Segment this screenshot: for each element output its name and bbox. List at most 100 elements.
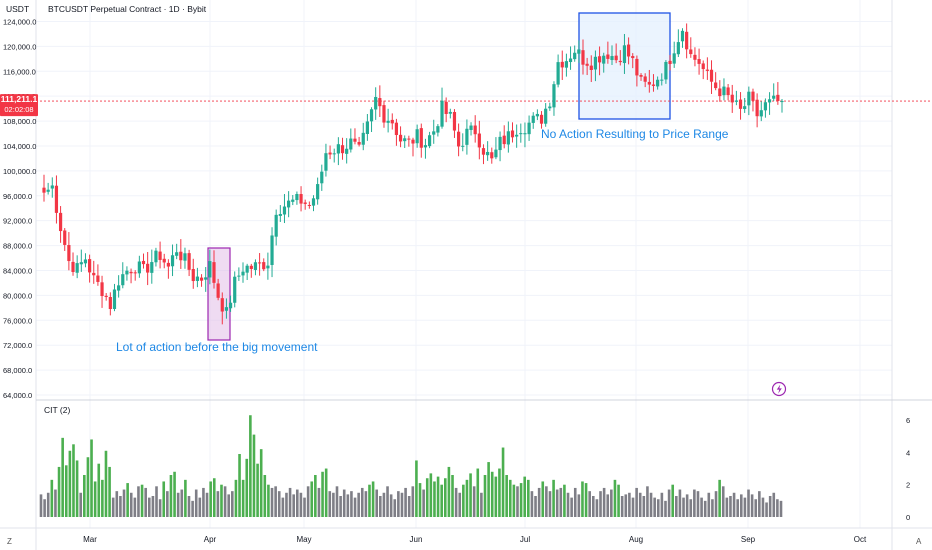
lightning-icon[interactable] — [771, 381, 787, 397]
candle-body — [726, 87, 730, 96]
candle-body — [179, 251, 183, 261]
candle-body — [593, 56, 598, 70]
candle-body — [237, 275, 241, 277]
candle-body — [353, 138, 357, 142]
cit-bar — [191, 500, 194, 517]
cit-bar — [581, 481, 584, 517]
cit-bar — [606, 494, 610, 517]
cit-bar — [90, 439, 93, 517]
price-tick-label: 92,000.0 — [3, 217, 32, 226]
cit-bar — [646, 486, 649, 517]
right-note[interactable]: No Action Resulting to Price Range — [541, 127, 729, 141]
cit-bar — [404, 487, 407, 517]
cit-bar — [638, 492, 642, 517]
candle-body — [685, 31, 689, 50]
cit-bar — [462, 484, 465, 517]
candle-body — [510, 130, 515, 138]
cit-bar — [653, 497, 656, 517]
cit-bar — [523, 476, 527, 517]
candle-body — [324, 153, 328, 171]
candle-body — [117, 285, 121, 291]
time-tick-label: May — [296, 535, 311, 544]
candle-body — [506, 131, 510, 145]
cit-bar — [443, 478, 447, 517]
cit-bar — [223, 486, 227, 517]
cit-bar — [631, 497, 635, 517]
cit-bar — [321, 471, 324, 517]
candle-body — [519, 133, 523, 135]
symbol-title[interactable]: BTCUSDT Perpetual Contract · 1D · Bybit — [48, 4, 207, 14]
candle-body — [112, 289, 117, 309]
cit-bar — [382, 492, 386, 517]
time-tick-label: Jun — [410, 535, 423, 544]
cit-bar — [537, 487, 541, 517]
price-tick-label: 124,000.0 — [3, 17, 36, 26]
cit-bar — [263, 475, 267, 517]
cit-bar — [346, 494, 350, 517]
candle-body — [320, 171, 324, 184]
cit-bar — [144, 487, 147, 517]
candle-body — [332, 153, 336, 155]
price-tick-label: 100,000.0 — [3, 167, 36, 176]
cit-bar — [555, 489, 559, 517]
cit-bar — [43, 499, 46, 517]
price-tick-label: 80,000.0 — [3, 291, 32, 300]
candle-body — [452, 111, 457, 131]
candle-body — [282, 206, 287, 215]
cit-bar — [613, 479, 617, 517]
cit-bar — [342, 489, 346, 517]
cit-bar — [693, 489, 696, 517]
candle-body — [374, 97, 378, 110]
cit-bar — [357, 492, 360, 517]
candle-body — [564, 61, 569, 68]
auto-scale-icon[interactable]: A — [916, 537, 922, 546]
cit-bar — [454, 487, 458, 517]
candle-body — [291, 199, 295, 202]
candle-body — [220, 298, 224, 312]
candle-body — [75, 263, 79, 273]
candle-body — [730, 94, 734, 103]
candle-body — [224, 307, 229, 311]
cit-bar — [559, 487, 563, 517]
candle-body — [311, 198, 316, 206]
cit-bar — [389, 494, 393, 517]
cit-bar — [335, 486, 339, 517]
candle-body — [162, 258, 166, 263]
candles — [42, 23, 784, 325]
candle-body — [689, 49, 693, 55]
candle-body — [610, 56, 614, 61]
indicator-label[interactable]: CIT (2) — [44, 405, 70, 415]
cit-bar — [440, 484, 443, 517]
candle-body — [602, 55, 606, 64]
left-note[interactable]: Lot of action before the big movement — [116, 340, 318, 354]
cit-bar — [238, 454, 241, 517]
cit-bar — [591, 496, 595, 517]
cit-bar — [386, 486, 389, 517]
cit-bar — [360, 487, 364, 517]
cit-bar — [50, 479, 54, 517]
candle-body — [365, 121, 369, 135]
timezone-icon[interactable]: Z — [7, 537, 12, 546]
candle-body — [249, 265, 253, 269]
cit-bar — [39, 494, 43, 517]
price-tick-label: 76,000.0 — [3, 316, 32, 325]
cit-bar — [552, 479, 555, 517]
cit-bar — [54, 489, 57, 517]
candle-body — [606, 54, 610, 59]
cit-bar — [602, 487, 606, 517]
cit-bar — [126, 483, 129, 517]
candle-body — [141, 260, 146, 265]
time-tick-label: Mar — [83, 535, 97, 544]
candle-body — [539, 114, 544, 124]
candle-body — [457, 131, 461, 147]
cit-bar — [231, 491, 234, 517]
cit-bar — [711, 499, 714, 517]
cit-bar — [678, 489, 682, 517]
cit-bar — [137, 486, 140, 517]
candle-body — [394, 122, 399, 136]
candle-body — [411, 139, 415, 144]
cit-bar — [599, 491, 602, 517]
price-axis-labels: 64,000.0 68,000.0 72,000.0 76,000.0 80,000.0… — [3, 17, 36, 400]
candle-body — [340, 145, 345, 154]
